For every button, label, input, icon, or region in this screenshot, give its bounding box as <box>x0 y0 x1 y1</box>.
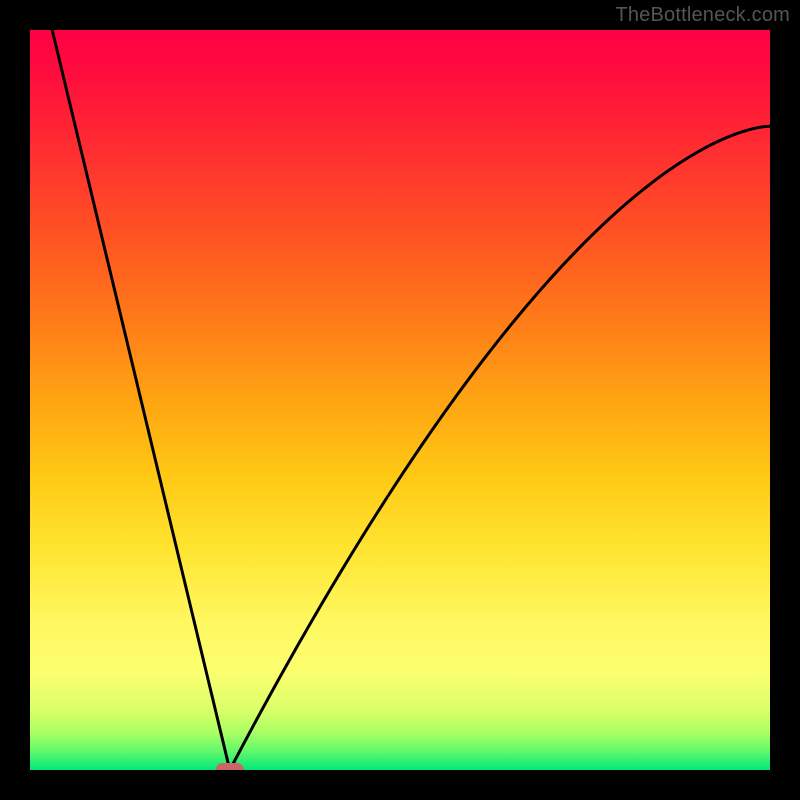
chart-container: TheBottleneck.com <box>0 0 800 800</box>
dip-marker <box>216 763 244 770</box>
plot-area <box>30 30 770 770</box>
watermark-text: TheBottleneck.com <box>615 4 790 27</box>
chart-svg <box>30 30 770 770</box>
